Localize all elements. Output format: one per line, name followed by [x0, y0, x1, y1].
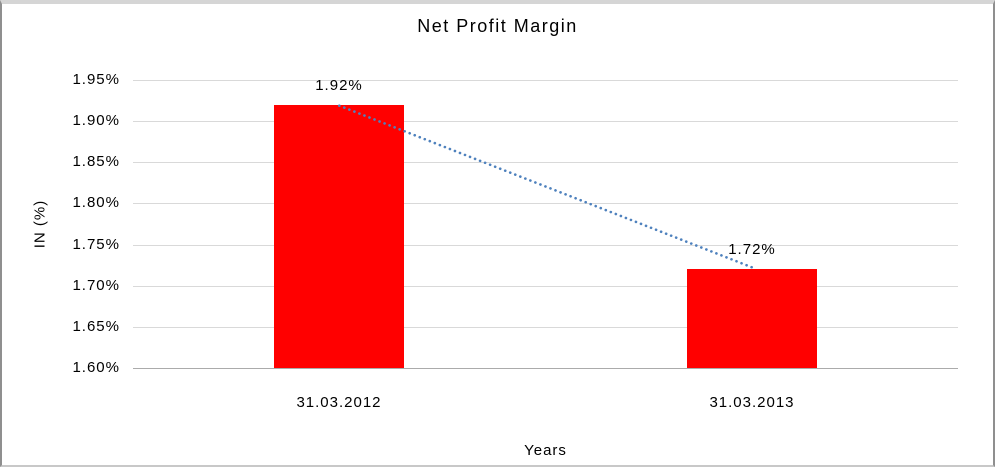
x-tick-label: 31.03.2013	[709, 394, 795, 411]
gridline	[133, 286, 958, 287]
y-tick-label: 1.80%	[72, 194, 120, 211]
x-axis-title: Years	[524, 442, 567, 459]
gridline	[133, 203, 958, 204]
bar	[274, 105, 404, 368]
x-tick-label: 31.03.2012	[296, 394, 382, 411]
y-tick-label: 1.65%	[72, 318, 120, 335]
chart-title: Net Profit Margin	[417, 16, 578, 36]
bar-value-label: 1.92%	[315, 77, 363, 94]
gridline	[133, 327, 958, 328]
bar	[687, 269, 817, 368]
bar-value-label: 1.72%	[728, 241, 776, 258]
y-tick-label: 1.75%	[72, 236, 120, 253]
gridline	[133, 245, 958, 246]
y-tick-label: 1.70%	[72, 277, 120, 294]
y-tick-label: 1.90%	[72, 112, 120, 129]
y-tick-label: 1.85%	[72, 153, 120, 170]
gridline	[133, 80, 958, 81]
trendline	[337, 104, 754, 269]
y-tick-label: 1.95%	[72, 71, 120, 88]
chart-canvas: Net Profit Margin IN (%) 1.95% 1.90% 1.85%…	[2, 4, 993, 465]
gridline	[133, 162, 958, 163]
gridline	[133, 121, 958, 122]
x-axis-line	[133, 368, 958, 369]
y-tick-label: 1.60%	[72, 359, 120, 376]
